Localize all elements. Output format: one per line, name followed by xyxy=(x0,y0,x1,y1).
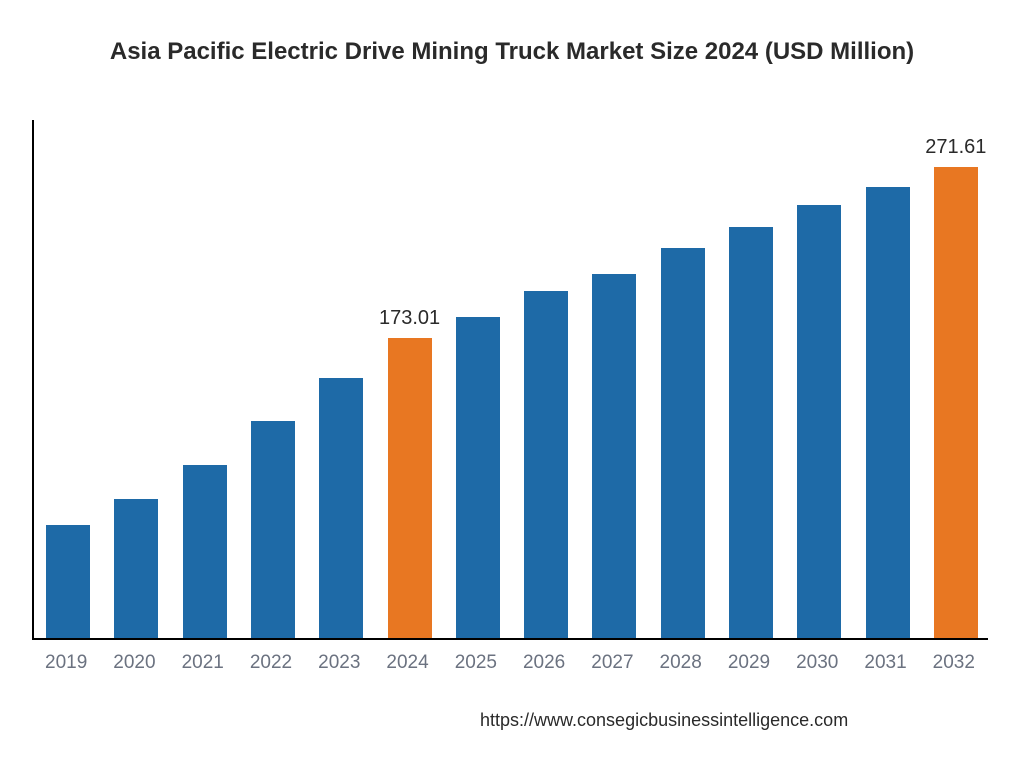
bar xyxy=(388,338,432,638)
x-axis-tick: 2028 xyxy=(647,652,715,674)
bar xyxy=(46,525,90,638)
x-axis-tick: 2019 xyxy=(32,652,100,674)
bar xyxy=(592,274,636,638)
bar xyxy=(729,227,773,638)
x-axis-tick: 2024 xyxy=(373,652,441,674)
x-axis-tick: 2023 xyxy=(305,652,373,674)
bar xyxy=(797,205,841,638)
x-axis-tick: 2032 xyxy=(920,652,988,674)
bar-value-label: 271.61 xyxy=(925,136,986,159)
chart-container: Asia Pacific Electric Drive Mining Truck… xyxy=(0,0,1024,768)
x-axis-tick: 2027 xyxy=(578,652,646,674)
bar xyxy=(934,167,978,638)
bar xyxy=(251,421,295,638)
x-axis-tick: 2020 xyxy=(100,652,168,674)
chart-title: Asia Pacific Electric Drive Mining Truck… xyxy=(0,0,1024,66)
bar-value-label: 173.01 xyxy=(379,307,440,330)
x-axis-tick: 2025 xyxy=(442,652,510,674)
plot-area: 173.01 271.61 xyxy=(32,120,988,640)
bar xyxy=(114,499,158,638)
bar xyxy=(456,317,500,638)
x-axis-labels: 2019202020212022202320242025202620272028… xyxy=(32,652,988,674)
bar xyxy=(319,378,363,638)
x-axis-tick: 2026 xyxy=(510,652,578,674)
x-axis-tick: 2021 xyxy=(169,652,237,674)
x-axis-tick: 2029 xyxy=(715,652,783,674)
x-axis-tick: 2031 xyxy=(851,652,919,674)
bar xyxy=(866,187,910,638)
x-axis-tick: 2030 xyxy=(783,652,851,674)
bar xyxy=(183,465,227,638)
x-axis-tick: 2022 xyxy=(237,652,305,674)
bar xyxy=(524,291,568,638)
bar xyxy=(661,248,705,638)
source-url: https://www.consegicbusinessintelligence… xyxy=(480,710,848,731)
